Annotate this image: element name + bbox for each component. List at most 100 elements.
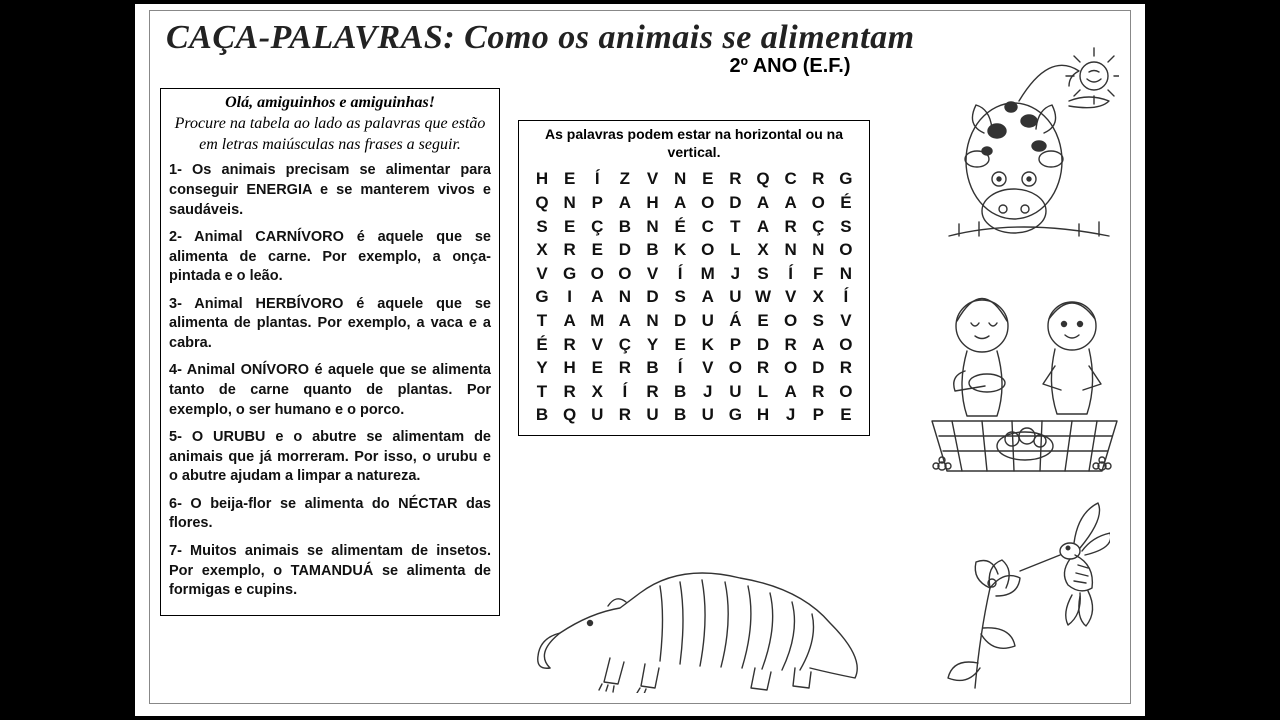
grid-cell: I: [557, 285, 583, 309]
grid-cell: N: [805, 238, 831, 262]
grid-cell: E: [667, 333, 693, 357]
grid-cell: W: [750, 285, 776, 309]
grid-cell: J: [722, 262, 748, 286]
grid-row: GIANDSAUWVXÍ: [529, 285, 859, 309]
clues-box: Olá, amiguinhos e amiguinhas! Procure na…: [160, 88, 500, 616]
grid-cell: A: [750, 215, 776, 239]
grid-cell: L: [750, 380, 776, 404]
grid-cell: Q: [529, 191, 555, 215]
grid-cell: R: [778, 333, 804, 357]
grid-cell: Q: [750, 167, 776, 191]
grid-cell: J: [695, 380, 721, 404]
grid-cell: S: [805, 309, 831, 333]
grid-cell: N: [833, 262, 859, 286]
grid-cell: X: [529, 238, 555, 262]
grid-row: YHERBÍVORODR: [529, 356, 859, 380]
grid-cell: U: [695, 309, 721, 333]
anteater-icon: [530, 538, 870, 693]
grid-cell: Í: [667, 356, 693, 380]
grid-cell: D: [750, 333, 776, 357]
grid-cell: A: [778, 191, 804, 215]
grid-cell: N: [667, 167, 693, 191]
grid-cell: K: [695, 333, 721, 357]
grid-cell: F: [805, 262, 831, 286]
wordsearch-column: As palavras podem estar na horizontal ou…: [518, 88, 870, 616]
outer-frame: CAÇA-PALAVRAS: Como os animais se alimen…: [149, 10, 1131, 704]
grid-cell: R: [778, 215, 804, 239]
cow-sun-icon: [929, 31, 1119, 251]
grid-cell: D: [640, 285, 666, 309]
grid-cell: N: [640, 309, 666, 333]
grid-cell: O: [833, 333, 859, 357]
grid-cell: K: [667, 238, 693, 262]
grid-cell: T: [722, 215, 748, 239]
letter-grid: HEÍZVNERQCRGQNPAHAODAAOÉSEÇBNÉCTARÇSXRED…: [529, 167, 859, 427]
grid-cell: S: [529, 215, 555, 239]
grid-cell: O: [695, 238, 721, 262]
hummingbird-flower-icon: [920, 493, 1110, 693]
grid-cell: O: [805, 191, 831, 215]
grid-cell: V: [640, 262, 666, 286]
grid-cell: Y: [640, 333, 666, 357]
grid-cell: R: [640, 380, 666, 404]
grid-cell: M: [584, 309, 610, 333]
grid-cell: E: [584, 238, 610, 262]
grid-cell: B: [612, 215, 638, 239]
grid-cell: R: [805, 380, 831, 404]
grid-cell: D: [805, 356, 831, 380]
grid-cell: Ç: [805, 215, 831, 239]
grid-cell: G: [722, 403, 748, 427]
grid-cell: O: [778, 356, 804, 380]
grid-cell: B: [667, 403, 693, 427]
grid-cell: A: [805, 333, 831, 357]
grid-row: SEÇBNÉCTARÇS: [529, 215, 859, 239]
grid-cell: J: [778, 403, 804, 427]
grid-cell: S: [750, 262, 776, 286]
grid-cell: O: [833, 380, 859, 404]
grid-cell: C: [778, 167, 804, 191]
grid-cell: É: [833, 191, 859, 215]
grid-cell: P: [805, 403, 831, 427]
grid-cell: V: [695, 356, 721, 380]
grid-cell: P: [722, 333, 748, 357]
clue-item: 3- Animal HERBÍVORO é aquele que se alim…: [169, 295, 491, 354]
grid-cell: S: [667, 285, 693, 309]
grid-cell: Q: [557, 403, 583, 427]
grid-cell: Ç: [612, 333, 638, 357]
grid-cell: D: [612, 238, 638, 262]
grid-cell: L: [722, 238, 748, 262]
grid-row: XREDBKOLXNNO: [529, 238, 859, 262]
grid-cell: V: [778, 285, 804, 309]
grid-cell: R: [612, 403, 638, 427]
clue-item: 5- O URUBU e o abutre se alimentam de an…: [169, 428, 491, 487]
grid-cell: A: [667, 191, 693, 215]
grid-cell: O: [722, 356, 748, 380]
grid-cell: H: [557, 356, 583, 380]
grid-cell: V: [640, 167, 666, 191]
grid-row: QNPAHAODAAOÉ: [529, 191, 859, 215]
grid-cell: V: [833, 309, 859, 333]
grid-cell: O: [695, 191, 721, 215]
grid-cell: U: [722, 285, 748, 309]
grid-row: BQURUBUGHJPE: [529, 403, 859, 427]
grid-cell: E: [833, 403, 859, 427]
grid-cell: U: [722, 380, 748, 404]
grid-cell: O: [778, 309, 804, 333]
grid-cell: O: [612, 262, 638, 286]
grid-cell: A: [557, 309, 583, 333]
grid-cell: T: [529, 380, 555, 404]
grid-cell: B: [667, 380, 693, 404]
grid-cell: Z: [612, 167, 638, 191]
clue-item: 1- Os animais precisam se alimentar para…: [169, 161, 491, 220]
grid-cell: G: [529, 285, 555, 309]
grid-cell: X: [750, 238, 776, 262]
grid-cell: X: [584, 380, 610, 404]
grid-cell: G: [557, 262, 583, 286]
grid-cell: Í: [612, 380, 638, 404]
grid-row: TAMANDUÁEOSV: [529, 309, 859, 333]
grid-row: ÉRVÇYEKPDRAO: [529, 333, 859, 357]
grid-cell: D: [667, 309, 693, 333]
grid-cell: A: [584, 285, 610, 309]
grid-cell: N: [640, 215, 666, 239]
grid-cell: N: [778, 238, 804, 262]
